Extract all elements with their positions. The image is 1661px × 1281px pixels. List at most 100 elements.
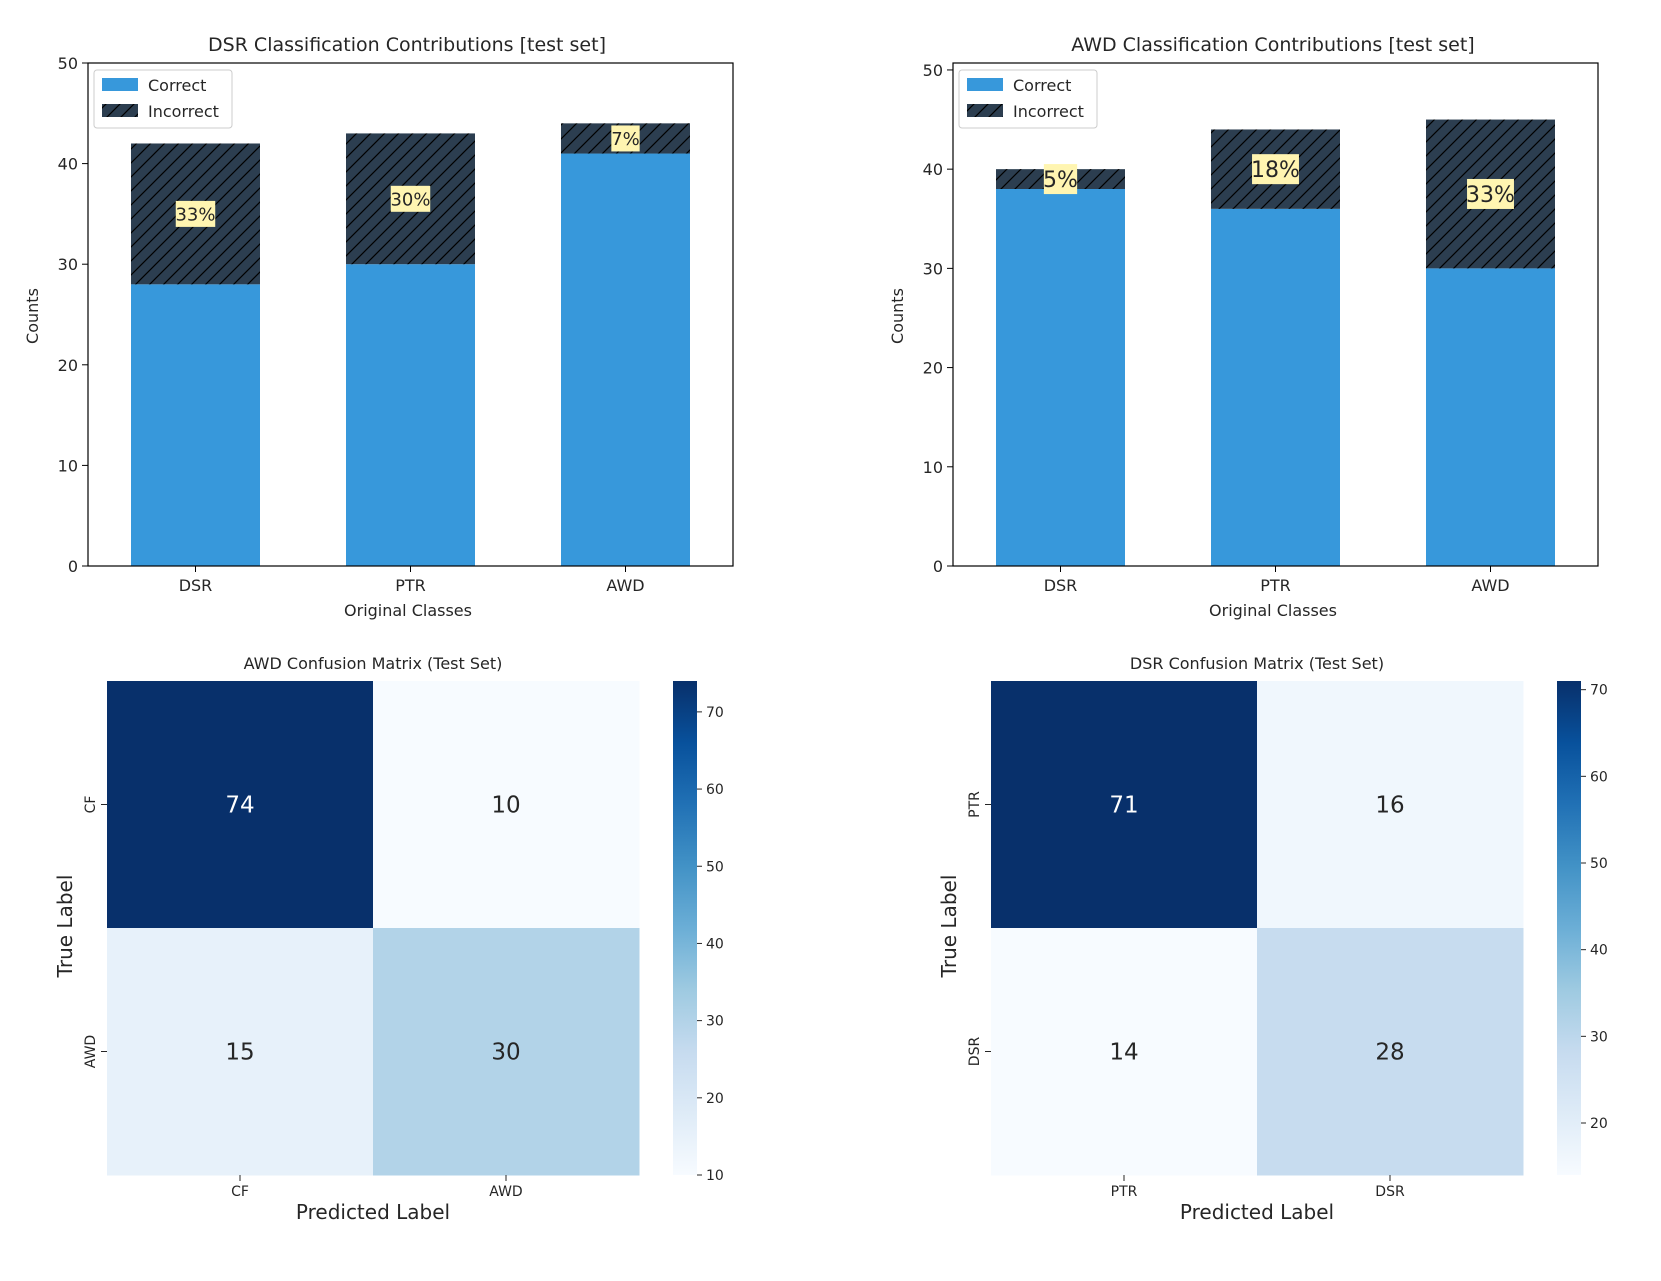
y-axis-label: True Label — [53, 875, 77, 979]
bar-correct — [561, 153, 690, 567]
legend-label-correct: Correct — [148, 76, 206, 95]
y-tick-label: AWD — [83, 1035, 99, 1068]
colorbar-tick-label: 60 — [1590, 769, 1608, 785]
plot-frame — [952, 62, 1599, 567]
x-tick-label: DSR — [1044, 576, 1078, 595]
bar-annotation: 33% — [1466, 183, 1515, 208]
cell-value: 16 — [1375, 793, 1404, 819]
bar-correct — [1426, 268, 1555, 566]
x-tick-label: CF — [231, 1184, 249, 1200]
cell-value: 14 — [1109, 1040, 1138, 1066]
annotation-box — [1043, 164, 1078, 195]
y-tick-label: 40 — [923, 160, 943, 179]
colorbar-tick-label: 50 — [1590, 856, 1608, 872]
y-tick-label: 10 — [923, 458, 943, 477]
cell-value: 28 — [1375, 1040, 1404, 1066]
colorbar-tick-label: 60 — [706, 782, 724, 798]
bar-annotation: 30% — [390, 189, 430, 210]
colorbar-tick-label: 40 — [706, 936, 724, 952]
x-tick-label: PTR — [1260, 576, 1291, 595]
colorbar — [673, 681, 697, 1175]
y-tick-label: 0 — [68, 557, 78, 576]
y-axis-label: Counts — [23, 288, 42, 344]
legend-swatch-incorrect-hatch — [102, 104, 138, 117]
y-tick-label: 30 — [923, 259, 943, 278]
bar-correct — [131, 284, 260, 566]
x-axis-label: Predicted Label — [296, 1200, 450, 1224]
legend-label-incorrect: Incorrect — [1013, 102, 1084, 121]
annotation-box — [1467, 178, 1514, 209]
heatmap-cell — [991, 928, 1258, 1176]
plot-frame — [87, 62, 734, 567]
dsr-confusion-matrix: DSR Confusion Matrix (Test Set) True Lab… — [937, 654, 1608, 1224]
chart-title: DSR Confusion Matrix (Test Set) — [1130, 654, 1384, 673]
x-tick-label: AWD — [606, 576, 644, 595]
heatmap-cell — [107, 928, 374, 1176]
bar-annotation: 7% — [611, 129, 640, 150]
bar-correct — [996, 188, 1125, 566]
y-axis-label: True Label — [937, 875, 961, 979]
chart-title: DSR Classification Contributions [test s… — [208, 34, 606, 56]
y-tick-label: PTR — [967, 791, 983, 818]
y-tick-label: CF — [83, 796, 99, 814]
x-axis-label: Original Classes — [344, 601, 472, 620]
bar-annotation: 5% — [1043, 168, 1078, 193]
colorbar-tick-label: 30 — [1590, 1029, 1608, 1045]
legend-label-correct: Correct — [1013, 76, 1071, 95]
y-tick-label: 10 — [58, 456, 78, 475]
x-tick-label: DSR — [1375, 1184, 1405, 1200]
plot-area: 5% DSR 18% PTR 33% AWD 0 10 20 30 40 50 Correct Incor… — [923, 61, 1599, 595]
y-tick-label: 40 — [58, 155, 78, 174]
colorbar-tick-label: 20 — [706, 1091, 724, 1107]
heatmap-cell — [373, 928, 640, 1176]
bar-correct — [1211, 208, 1340, 566]
x-tick-label: AWD — [1471, 576, 1509, 595]
legend-swatch-correct — [102, 78, 138, 91]
plot-area: 33% DSR 30% PTR 7% AWD 0 10 20 30 40 50 Correct Incor… — [58, 54, 734, 595]
colorbar-tick-label: 70 — [706, 705, 724, 721]
x-tick-label: PTR — [395, 576, 426, 595]
x-tick-label: AWD — [489, 1184, 522, 1200]
colorbar-tick-label: 70 — [1590, 683, 1608, 699]
heatmap-cell — [991, 681, 1258, 929]
colorbar-tick-label: 50 — [706, 859, 724, 875]
x-axis-label: Original Classes — [1209, 601, 1337, 620]
annotation-box — [611, 125, 640, 152]
annotation-box — [175, 200, 216, 227]
cell-value: 74 — [225, 793, 254, 819]
annotation-box — [390, 185, 431, 212]
heatmap-cell — [107, 681, 374, 929]
y-tick-label: 20 — [923, 359, 943, 378]
cell-value: 30 — [491, 1040, 520, 1066]
bar-annotation: 18% — [1251, 158, 1300, 183]
legend-swatch-correct — [967, 78, 1003, 91]
y-tick-label: DSR — [967, 1037, 983, 1067]
awd-confusion-matrix: AWD Confusion Matrix (Test Set) True Lab… — [53, 654, 724, 1224]
heatmap-cell — [1257, 681, 1524, 929]
awd-contributions-chart: AWD Classification Contributions [test s… — [888, 34, 1599, 620]
cell-value: 71 — [1109, 793, 1138, 819]
colorbar-tick-label: 10 — [706, 1168, 724, 1184]
x-tick-label: PTR — [1111, 1184, 1138, 1200]
y-tick-label: 50 — [58, 54, 78, 73]
y-tick-label: 0 — [933, 557, 943, 576]
x-axis-label: Predicted Label — [1180, 1200, 1334, 1224]
legend-swatch-incorrect-hatch — [967, 104, 1003, 117]
y-tick-label: 50 — [923, 61, 943, 80]
legend-label-incorrect: Incorrect — [148, 102, 219, 121]
bar-annotation: 33% — [175, 204, 215, 225]
colorbar-tick-label: 40 — [1590, 943, 1608, 959]
annotation-box — [1252, 154, 1299, 185]
dsr-contributions-chart: DSR Classification Contributions [test s… — [23, 34, 734, 620]
x-tick-label: DSR — [179, 576, 213, 595]
chart-title: AWD Confusion Matrix (Test Set) — [244, 654, 503, 673]
colorbar — [1557, 681, 1581, 1175]
heatmap-cell — [373, 681, 640, 929]
y-tick-label: 30 — [58, 255, 78, 274]
chart-title: AWD Classification Contributions [test s… — [1071, 34, 1474, 56]
cell-value: 10 — [491, 793, 520, 819]
heatmap-area: 71 16 14 28 PTR DSR PTR DSR 20 30 40 50 60 70 — [967, 681, 1608, 1200]
colorbar-tick-label: 30 — [706, 1014, 724, 1030]
bar-correct — [346, 264, 475, 566]
